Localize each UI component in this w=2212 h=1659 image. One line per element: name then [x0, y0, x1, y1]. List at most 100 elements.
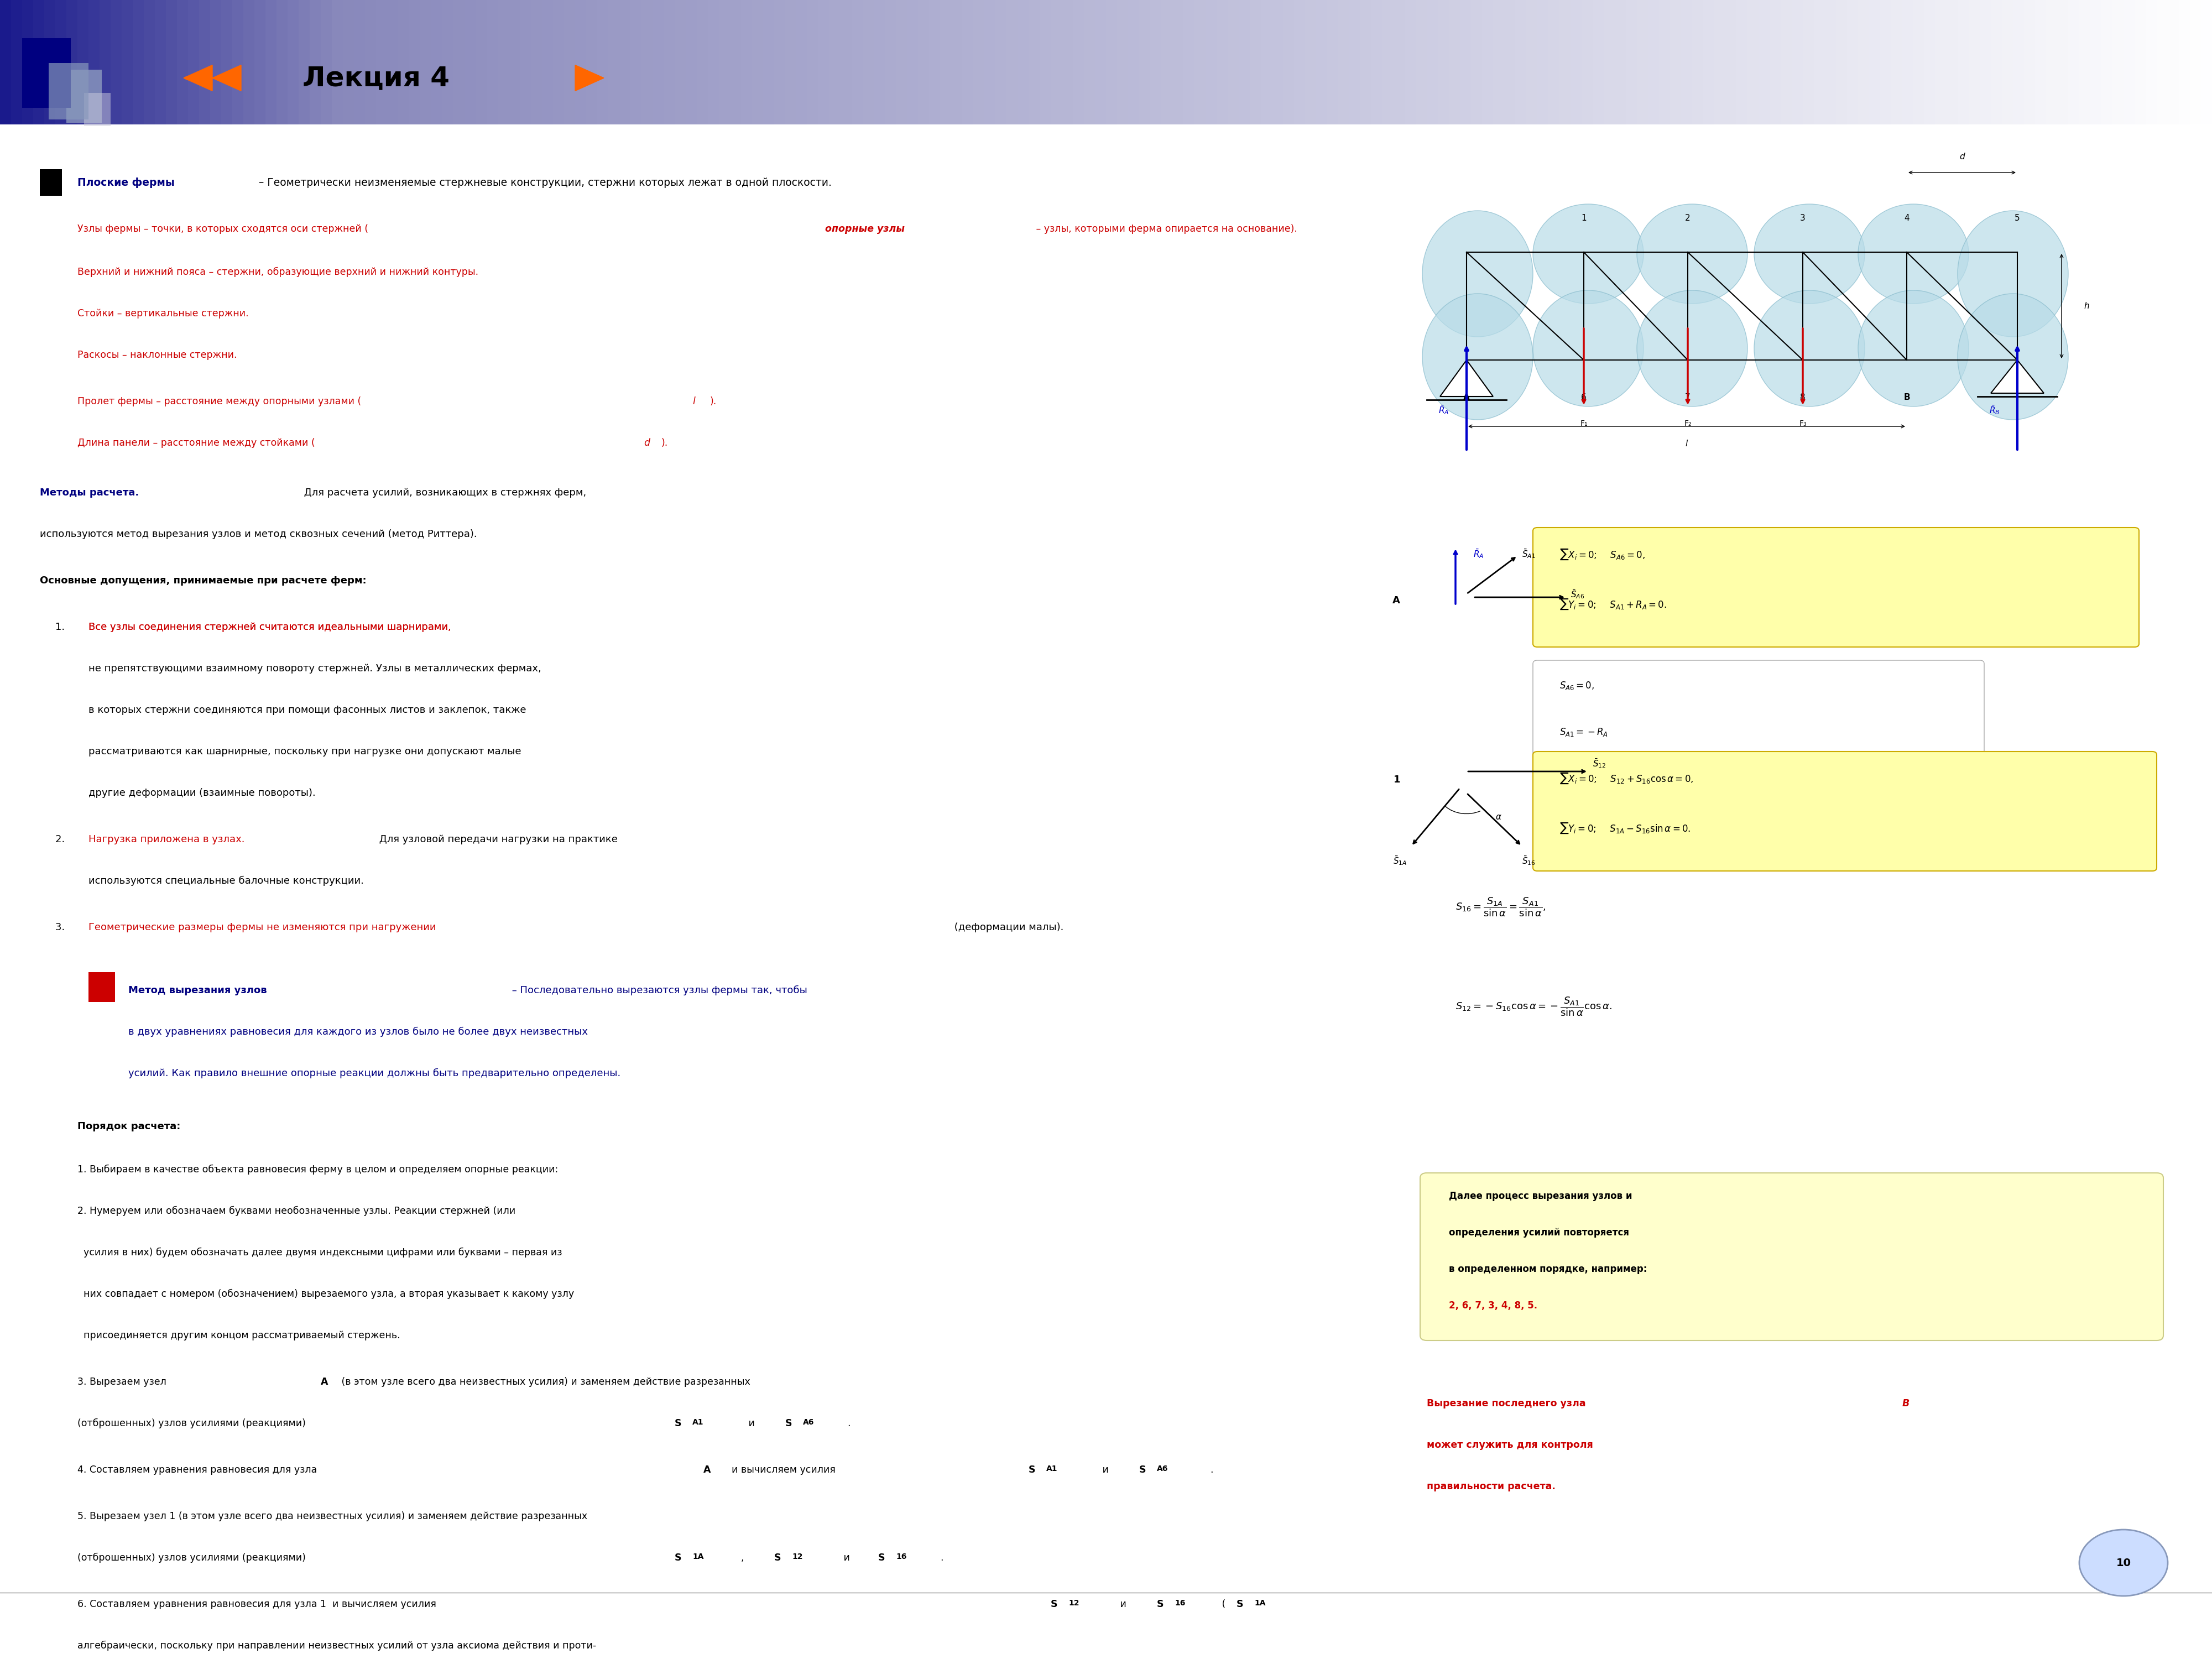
Text: усилий. Как правило внешние опорные реакции должны быть предварительно определен: усилий. Как правило внешние опорные реак…	[128, 1068, 622, 1078]
Bar	[697, 0, 710, 124]
Bar	[2057, 0, 2070, 124]
Bar	[66, 70, 102, 123]
Bar	[1018, 0, 1031, 124]
Text: $\sum X_i = 0;$    $S_{12} + S_{16}\cos\alpha = 0,$: $\sum X_i = 0;$ $S_{12} + S_{16}\cos\alp…	[1559, 771, 1694, 785]
Text: и: и	[841, 1553, 854, 1563]
Bar	[2190, 0, 2203, 124]
Text: Все узлы соединения стержней считаются идеальными шарнирами,: Все узлы соединения стержней считаются и…	[88, 622, 451, 632]
Text: 3. Вырезаем узел: 3. Вырезаем узел	[77, 1377, 170, 1387]
Bar	[796, 0, 810, 124]
Text: 8: 8	[1801, 393, 1805, 401]
Text: 6. Составляем уравнения равновесия для узла 1  и вычисляем усилия: 6. Составляем уравнения равновесия для у…	[77, 1599, 440, 1609]
Bar	[1117, 0, 1130, 124]
Bar	[84, 93, 111, 126]
Bar	[741, 0, 754, 124]
Bar	[2079, 0, 2093, 124]
Text: Раскосы – наклонные стержни.: Раскосы – наклонные стержни.	[77, 350, 237, 360]
Bar	[874, 0, 887, 124]
Text: Далее процесс вырезания узлов и: Далее процесс вырезания узлов и	[1449, 1191, 1632, 1201]
Bar	[1781, 0, 1794, 124]
Bar	[1172, 0, 1186, 124]
Bar	[630, 0, 644, 124]
Bar	[940, 0, 953, 124]
Text: правильности расчета.: правильности расчета.	[1427, 1481, 1555, 1491]
Bar	[2157, 0, 2170, 124]
Bar	[453, 0, 467, 124]
Text: Стойки – вертикальные стержни.: Стойки – вертикальные стержни.	[77, 309, 248, 319]
Bar	[619, 0, 633, 124]
Bar	[420, 0, 434, 124]
Text: 1.: 1.	[55, 622, 75, 632]
Bar	[299, 0, 312, 124]
Bar	[597, 0, 611, 124]
Bar	[907, 0, 920, 124]
Text: A: A	[1464, 393, 1469, 401]
Bar	[1405, 0, 1418, 124]
Bar	[1416, 0, 1429, 124]
Bar	[354, 0, 367, 124]
Bar	[1128, 0, 1141, 124]
Text: 2: 2	[1686, 214, 1690, 222]
Text: Длина панели – расстояние между стойками (: Длина панели – расстояние между стойками…	[77, 438, 314, 448]
Bar	[487, 0, 500, 124]
Bar	[1681, 0, 1694, 124]
Bar	[1316, 0, 1329, 124]
Bar	[111, 0, 124, 124]
Text: присоединяется другим концом рассматриваемый стержень.: присоединяется другим концом рассматрива…	[77, 1331, 400, 1340]
Bar	[1924, 0, 1938, 124]
Bar	[77, 0, 91, 124]
Bar	[1593, 0, 1606, 124]
Bar	[1803, 0, 1816, 124]
Bar	[1294, 0, 1307, 124]
Bar	[1095, 0, 1108, 124]
Text: 4: 4	[1905, 214, 1909, 222]
Bar	[1759, 0, 1772, 124]
Bar	[1847, 0, 1860, 124]
Text: 2, 6, 7, 3, 4, 8, 5.: 2, 6, 7, 3, 4, 8, 5.	[1449, 1301, 1537, 1311]
Text: (отброшенных) узлов усилиями (реакциями): (отброшенных) узлов усилиями (реакциями)	[77, 1553, 310, 1563]
Bar	[1283, 0, 1296, 124]
Text: Верхний и нижний пояса – стержни, образующие верхний и нижний контуры.: Верхний и нижний пояса – стержни, образу…	[77, 267, 478, 277]
Text: A1: A1	[1046, 1465, 1057, 1473]
Bar	[686, 0, 699, 124]
Bar	[973, 0, 987, 124]
Bar	[88, 972, 115, 1002]
Bar	[0, 0, 13, 124]
Bar	[2002, 0, 2015, 124]
Text: 2. Нумеруем или обозначаем буквами необозначенные узлы. Реакции стержней (или: 2. Нумеруем или обозначаем буквами необо…	[77, 1206, 515, 1216]
Text: – Геометрически неизменяемые стержневые конструкции, стержни которых лежат в одн: – Геометрически неизменяемые стержневые …	[257, 178, 832, 187]
Bar	[122, 0, 135, 124]
Text: (: (	[1219, 1599, 1225, 1609]
Text: $\bar{S}_{A1}$: $\bar{S}_{A1}$	[1522, 547, 1535, 559]
Bar	[1858, 0, 1871, 124]
Text: 3: 3	[1801, 214, 1805, 222]
Bar	[1725, 0, 1739, 124]
Bar	[376, 0, 389, 124]
Text: $S_{A1} = -R_A$: $S_{A1} = -R_A$	[1559, 727, 1608, 738]
Bar	[88, 0, 102, 124]
Bar	[1349, 0, 1363, 124]
Bar	[918, 0, 931, 124]
Bar	[1670, 0, 1683, 124]
Text: Лекция 4: Лекция 4	[303, 65, 449, 91]
Text: алгебраически, поскольку при направлении неизвестных усилий от узла аксиома дейс: алгебраически, поскольку при направлении…	[77, 1641, 597, 1651]
Bar	[100, 0, 113, 124]
Text: S: S	[1157, 1599, 1164, 1609]
Bar	[288, 0, 301, 124]
Bar	[1615, 0, 1628, 124]
Text: Методы расчета.: Методы расчета.	[40, 488, 139, 498]
Bar	[1969, 0, 1982, 124]
Bar	[1183, 0, 1197, 124]
Bar	[188, 0, 201, 124]
Text: Метод вырезания узлов: Метод вырезания узлов	[128, 985, 268, 995]
FancyBboxPatch shape	[1533, 752, 2157, 871]
Bar	[66, 0, 80, 124]
Bar	[1493, 0, 1506, 124]
Bar	[221, 0, 234, 124]
Bar	[785, 0, 799, 124]
Circle shape	[2079, 1530, 2168, 1596]
Text: и: и	[1117, 1599, 1130, 1609]
Bar	[896, 0, 909, 124]
Ellipse shape	[1422, 294, 1533, 420]
Bar	[1449, 0, 1462, 124]
